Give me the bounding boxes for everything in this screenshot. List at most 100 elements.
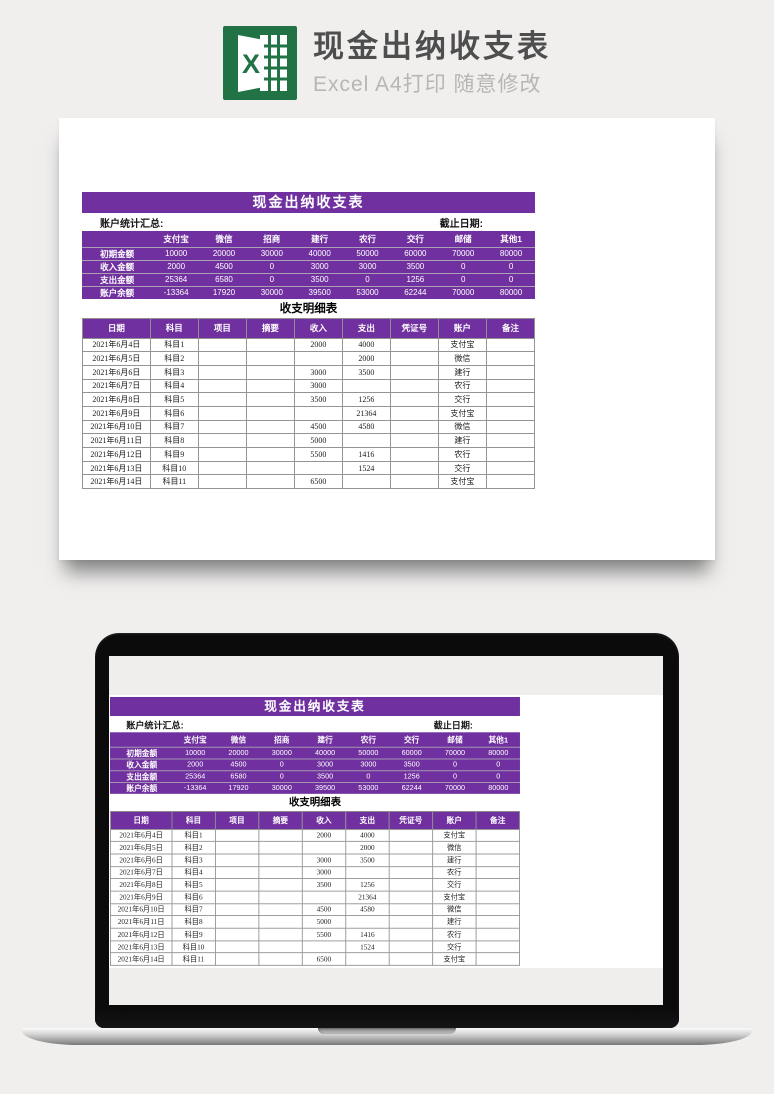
detail-cell: 交行 xyxy=(432,878,477,892)
detail-cell: 科目10 xyxy=(171,940,216,954)
laptop-base-notch xyxy=(318,1028,456,1034)
summary-value-cell: 30000 xyxy=(260,781,304,794)
detail-cell: 微信 xyxy=(432,841,477,855)
detail-cell xyxy=(388,927,433,942)
summary-value-cell: 3500 xyxy=(390,758,434,771)
summary-value-cell: 4500 xyxy=(200,259,248,273)
summary-row-label: 账户余额 xyxy=(82,285,153,299)
summary-value-cell: 30000 xyxy=(260,746,304,759)
detail-cell xyxy=(388,828,433,842)
summary-value-cell: 3500 xyxy=(295,272,344,286)
detail-cell: 支付宝 xyxy=(437,405,487,421)
detail-cell: 2000 xyxy=(293,337,343,353)
detail-column-header: 账户 xyxy=(432,810,477,830)
detail-cell: 3000 xyxy=(301,865,347,880)
summary-value-cell: 3000 xyxy=(303,758,347,771)
detail-cell xyxy=(485,378,536,394)
summary-value-cell: 0 xyxy=(433,758,477,771)
detail-row: 2021年6月4日 科目1 2000 4000 支付宝 xyxy=(82,337,536,353)
summary-value-cell: 70000 xyxy=(439,246,488,260)
detail-cell: 2021年6月6日 xyxy=(82,364,151,380)
screen-content: 现金出纳收支表 账户统计汇总: 截止日期: 支付宝 微信 招商 建行 农行 交行 邮储 其他1… xyxy=(109,695,663,968)
detail-cell: 科目3 xyxy=(149,364,199,380)
detail-header-row: 日期 科目 项目 摘要 收入 支出 凭证号 账户 备注 xyxy=(110,810,520,830)
detail-cell xyxy=(341,433,391,448)
summary-value-cell: 0 xyxy=(439,259,488,273)
detail-column-header: 支出 xyxy=(341,317,391,339)
detail-cell xyxy=(389,378,439,394)
summary-value-cell: 10000 xyxy=(173,746,217,759)
summary-row: 账户余额 -13364 17920 30000 39500 53000 62244 70000… xyxy=(110,781,520,794)
detail-cell: 2021年6月5日 xyxy=(110,841,173,855)
detail-cell xyxy=(475,853,520,867)
summary-value-cell: 0 xyxy=(433,769,477,783)
detail-cell: 5000 xyxy=(301,915,347,929)
summary-row: 支出金额 25364 6580 0 3500 0 1256 0 0 xyxy=(110,769,520,783)
summary-value-cell: 0 xyxy=(487,272,535,286)
sheet-title: 现金出纳收支表 xyxy=(110,697,520,717)
summary-value-cell: 40000 xyxy=(295,246,344,260)
detail-column-header: 科目 xyxy=(171,810,216,830)
detail-column-header: 科目 xyxy=(149,317,199,339)
header-text-block: 现金出纳收支表 Excel A4打印 随意修改 xyxy=(313,28,551,98)
template-header: X 现金出纳收支表 Excel A4打印 随意修改 xyxy=(0,26,774,100)
detail-cell: 3500 xyxy=(293,392,343,407)
detail-cell: 4500 xyxy=(301,903,347,917)
detail-row: 2021年6月9日 科目6 21364 支付宝 xyxy=(110,890,520,904)
detail-cell xyxy=(258,828,303,842)
detail-cell xyxy=(485,364,536,380)
summary-value-cell: 10000 xyxy=(152,246,201,260)
detail-cell: 交行 xyxy=(432,940,477,954)
detail-cell xyxy=(245,474,295,490)
sheet-title: 现金出纳收支表 xyxy=(82,192,535,213)
summary-column-header: 支付宝 xyxy=(163,233,189,244)
detail-cell: 2000 xyxy=(301,828,347,842)
detail-cell: 建行 xyxy=(437,433,487,448)
detail-cell: 农行 xyxy=(432,865,477,880)
detail-cell xyxy=(345,915,390,929)
detail-cell: 建行 xyxy=(432,915,477,929)
detail-cell: 2021年6月10日 xyxy=(82,419,151,435)
account-summary-label: 账户统计汇总: xyxy=(126,720,184,731)
detail-cell: 交行 xyxy=(437,392,487,407)
detail-column-header: 备注 xyxy=(475,810,520,830)
detail-cell xyxy=(388,915,433,929)
detail-cell xyxy=(388,903,433,917)
detail-cell: 21364 xyxy=(345,890,390,904)
detail-row: 2021年6月11日 科目8 5000 建行 xyxy=(82,433,536,448)
detail-cell: 4580 xyxy=(341,419,391,435)
detail-cell xyxy=(197,364,247,380)
detail-cell xyxy=(245,405,295,421)
summary-column-header: 交行 xyxy=(403,734,420,744)
detail-cell xyxy=(258,940,303,954)
detail-cell xyxy=(388,878,433,892)
detail-cell xyxy=(388,940,433,954)
summary-corner-cell xyxy=(82,231,152,247)
detail-row: 2021年6月10日 科目7 4500 4580 微信 xyxy=(82,419,536,435)
detail-cell: 科目11 xyxy=(171,952,216,966)
summary-value-cell: 1256 xyxy=(391,272,440,286)
detail-cell: 微信 xyxy=(432,903,477,917)
summary-value-cell: 60000 xyxy=(391,246,440,260)
detail-row: 2021年6月14日 科目11 6500 支付宝 xyxy=(82,474,536,490)
detail-cell: 科目9 xyxy=(149,447,199,462)
detail-cell xyxy=(389,405,439,421)
summary-column-header: 招商 xyxy=(263,233,281,244)
detail-cell: 科目7 xyxy=(149,419,199,435)
detail-cell: 2021年6月5日 xyxy=(82,351,151,366)
detail-cell: 交行 xyxy=(437,460,487,476)
summary-value-cell: 20000 xyxy=(216,746,261,759)
detail-column-header: 日期 xyxy=(82,317,151,339)
summary-value-cell: 30000 xyxy=(247,285,296,299)
detail-cell xyxy=(485,447,536,462)
detail-cell xyxy=(389,474,439,490)
svg-text:X: X xyxy=(242,49,260,79)
detail-cell: 1416 xyxy=(341,447,391,462)
detail-cell: 2021年6月8日 xyxy=(110,878,173,892)
detail-cell xyxy=(475,927,520,942)
detail-cell xyxy=(197,337,247,353)
detail-cell xyxy=(258,903,303,917)
detail-cell xyxy=(485,474,536,490)
summary-value-cell: 0 xyxy=(260,758,304,771)
